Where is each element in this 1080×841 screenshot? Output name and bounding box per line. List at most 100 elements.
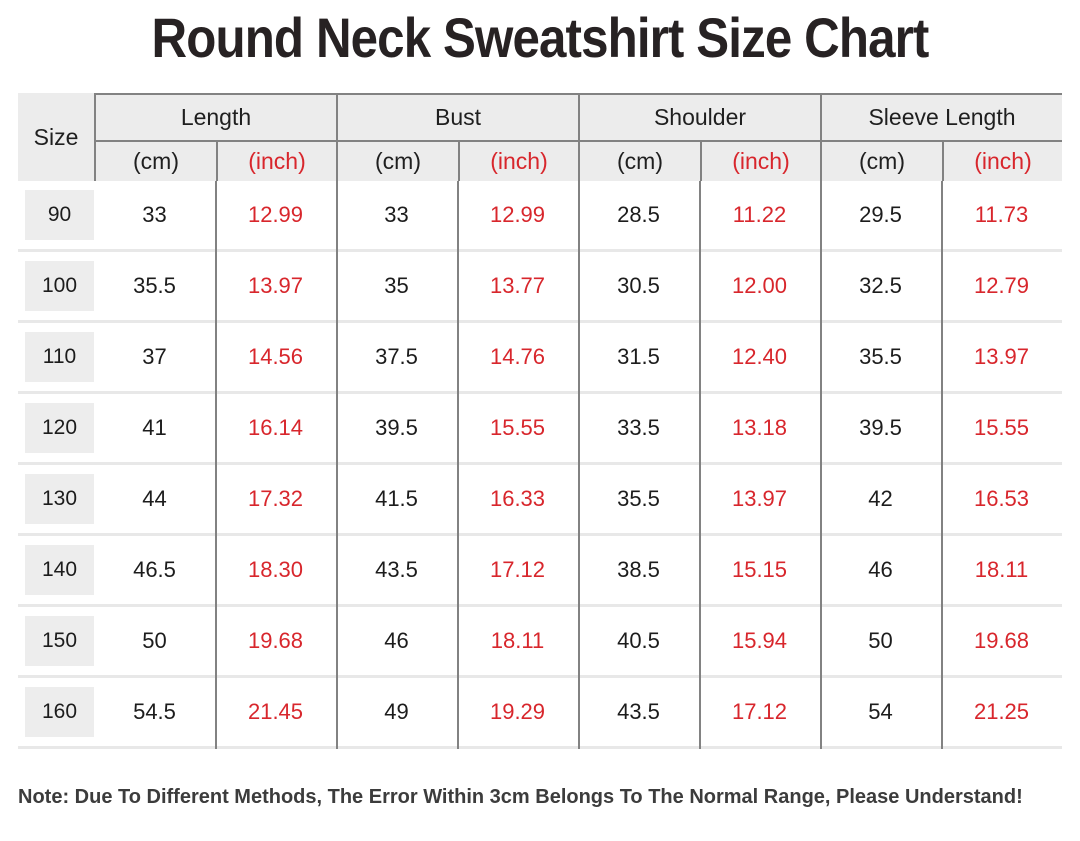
column-divider-line bbox=[457, 181, 459, 749]
cm-value-cell: 46.5 bbox=[133, 557, 176, 582]
size-value: 160 bbox=[25, 687, 94, 737]
size-column-header: Size bbox=[18, 93, 94, 181]
inch-value-cell: 13.18 bbox=[731, 415, 788, 440]
cm-value-cell: 28.5 bbox=[617, 202, 660, 227]
inch-value-cell: 19.68 bbox=[247, 628, 304, 653]
inch-value-cell: 18.11 bbox=[490, 628, 545, 653]
group-label-length: Length bbox=[96, 95, 336, 142]
unit-row-length: (cm) (inch) bbox=[96, 142, 336, 181]
cm-value-cell: 29.5 bbox=[859, 202, 902, 227]
header-group-length: Length (cm) (inch) bbox=[94, 93, 336, 181]
inch-value-cell: 17.12 bbox=[489, 557, 546, 582]
inch-value-cell: 13.97 bbox=[973, 344, 1030, 369]
size-cell: 120 bbox=[18, 394, 94, 462]
unit-inch-label: (inch) bbox=[216, 142, 336, 181]
column-divider-line bbox=[820, 181, 822, 749]
cm-value-cell: 33.5 bbox=[617, 415, 660, 440]
table-row: 140 46.5 18.30 43.5 17.12 38.5 15.15 46 18.11 bbox=[18, 536, 1062, 607]
size-cell: 140 bbox=[18, 536, 94, 604]
group-label-bust: Bust bbox=[338, 95, 578, 142]
inch-value-cell: 16.53 bbox=[973, 486, 1030, 511]
size-value: 150 bbox=[25, 616, 94, 666]
size-cell: 160 bbox=[18, 678, 94, 746]
cm-value-cell: 41.5 bbox=[375, 486, 418, 511]
inch-value-cell: 12.99 bbox=[489, 202, 546, 227]
column-divider-line bbox=[699, 181, 701, 749]
cm-value-cell: 43.5 bbox=[375, 557, 418, 582]
column-divider-line bbox=[941, 181, 943, 749]
inch-value-cell: 16.14 bbox=[247, 415, 304, 440]
unit-cm-label: (cm) bbox=[617, 148, 663, 174]
cm-value-cell: 35.5 bbox=[859, 344, 902, 369]
inch-value-cell: 15.15 bbox=[731, 557, 788, 582]
column-divider-line bbox=[578, 181, 580, 749]
cm-value-cell: 35.5 bbox=[617, 486, 660, 511]
inch-value-cell: 15.94 bbox=[731, 628, 788, 653]
cm-value-cell: 37 bbox=[142, 344, 167, 369]
inch-value-cell: 15.55 bbox=[973, 415, 1030, 440]
unit-row-shoulder: (cm) (inch) bbox=[580, 142, 820, 181]
cm-value-cell: 46 bbox=[384, 628, 409, 653]
size-value: 140 bbox=[25, 545, 94, 595]
size-cell: 110 bbox=[18, 323, 94, 391]
cm-value-cell: 49 bbox=[384, 699, 409, 724]
inch-value-cell: 19.29 bbox=[489, 699, 546, 724]
size-cell: 90 bbox=[18, 181, 94, 249]
size-cell: 100 bbox=[18, 252, 94, 320]
cm-value-cell: 31.5 bbox=[617, 344, 660, 369]
cm-value-cell: 54 bbox=[868, 699, 893, 724]
inch-value-cell: 18.11 bbox=[974, 557, 1029, 582]
note-text: Note: Due To Different Methods, The Erro… bbox=[18, 786, 1023, 808]
cm-value-cell: 33 bbox=[142, 202, 167, 227]
table-row: 130 44 17.32 41.5 16.33 35.5 13.97 42 16.53 bbox=[18, 465, 1062, 536]
unit-cm-label: (cm) bbox=[375, 148, 421, 174]
inch-value-cell: 12.99 bbox=[247, 202, 304, 227]
size-value: 100 bbox=[25, 261, 94, 311]
cm-value-cell: 50 bbox=[142, 628, 167, 653]
inch-value-cell: 21.45 bbox=[247, 699, 304, 724]
table-row: 160 54.5 21.45 49 19.29 43.5 17.12 54 21.25 bbox=[18, 678, 1062, 749]
inch-value-cell: 14.76 bbox=[489, 344, 546, 369]
unit-inch-label: (inch) bbox=[458, 142, 578, 181]
group-label-shoulder: Shoulder bbox=[580, 95, 820, 142]
unit-inch-label: (inch) bbox=[700, 142, 820, 181]
cm-value-cell: 33 bbox=[384, 202, 409, 227]
size-value: 120 bbox=[25, 403, 94, 453]
group-label-sleeve-length: Sleeve Length bbox=[822, 95, 1062, 142]
inch-value-cell: 15.55 bbox=[489, 415, 546, 440]
inch-value-cell: 14.56 bbox=[247, 344, 304, 369]
inch-value-cell: 17.32 bbox=[247, 486, 304, 511]
inch-value-cell: 12.79 bbox=[973, 273, 1030, 298]
inch-value-cell: 18.30 bbox=[247, 557, 304, 582]
inch-value-cell: 11.73 bbox=[974, 202, 1029, 227]
cm-value-cell: 35.5 bbox=[133, 273, 176, 298]
header-group-bust: Bust (cm) (inch) bbox=[336, 93, 578, 181]
cm-value-cell: 39.5 bbox=[859, 415, 902, 440]
cm-value-cell: 37.5 bbox=[375, 344, 418, 369]
cm-value-cell: 50 bbox=[868, 628, 893, 653]
inch-value-cell: 12.00 bbox=[731, 273, 788, 298]
column-divider-line bbox=[336, 181, 338, 749]
column-divider-line bbox=[215, 181, 217, 749]
page-title: Round Neck Sweatshirt Size Chart bbox=[151, 6, 930, 69]
cm-value-cell: 42 bbox=[868, 486, 893, 511]
unit-cm-label: (cm) bbox=[133, 148, 179, 174]
unit-row-bust: (cm) (inch) bbox=[338, 142, 578, 181]
cm-value-cell: 54.5 bbox=[133, 699, 176, 724]
inch-value-cell: 11.22 bbox=[732, 202, 787, 227]
unit-cm-label: (cm) bbox=[859, 148, 905, 174]
inch-value-cell: 13.77 bbox=[489, 273, 546, 298]
table-row: 110 37 14.56 37.5 14.76 31.5 12.40 35.5 13.97 bbox=[18, 323, 1062, 394]
cm-value-cell: 41 bbox=[142, 415, 167, 440]
cm-value-cell: 32.5 bbox=[859, 273, 902, 298]
inch-value-cell: 12.40 bbox=[731, 344, 788, 369]
cm-value-cell: 43.5 bbox=[617, 699, 660, 724]
inch-value-cell: 16.33 bbox=[489, 486, 546, 511]
inch-value-cell: 17.12 bbox=[731, 699, 788, 724]
inch-value-cell: 19.68 bbox=[973, 628, 1030, 653]
size-value: 90 bbox=[25, 190, 94, 240]
size-value: 110 bbox=[25, 332, 94, 382]
table-row: 120 41 16.14 39.5 15.55 33.5 13.18 39.5 15.55 bbox=[18, 394, 1062, 465]
table-row: 90 33 12.99 33 12.99 28.5 11.22 29.5 11.73 bbox=[18, 181, 1062, 252]
table-body: 90 33 12.99 33 12.99 28.5 11.22 29.5 11.73 100 35.… bbox=[18, 181, 1062, 749]
